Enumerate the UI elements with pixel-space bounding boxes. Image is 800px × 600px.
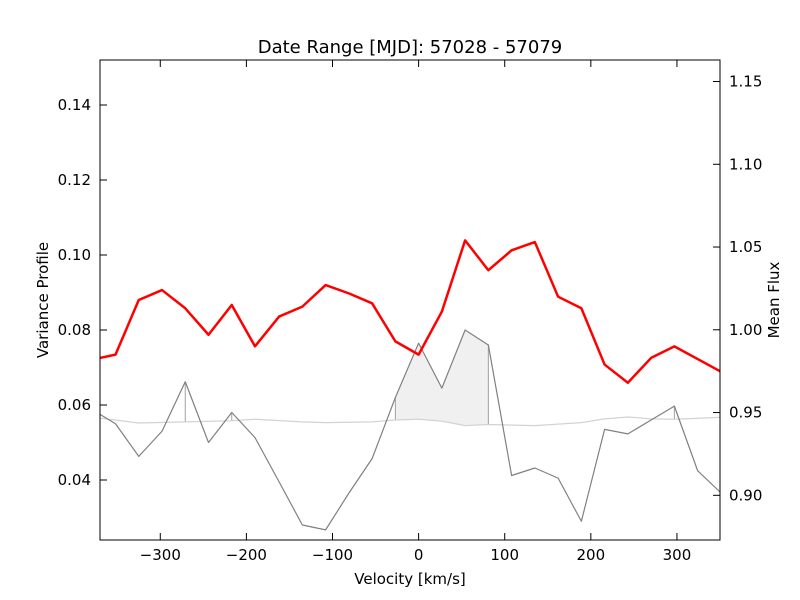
axes: −300 −200 −100 0 100 200 300 0.04 0.06 0.08 0.10 0.… — [58, 60, 762, 564]
x-tick-label: −300 — [140, 546, 181, 564]
y-left-tick-label: 0.12 — [58, 171, 91, 189]
x-tick-label: 200 — [577, 546, 606, 564]
y-right-tick-label: 1.05 — [729, 238, 762, 256]
series-mean-flux — [99, 239, 721, 385]
x-axis-label: Velocity [km/s] — [354, 570, 465, 588]
y-right-tick-label: 1.00 — [729, 321, 762, 339]
chart-title: Date Range [MJD]: 57028 - 57079 — [258, 37, 563, 58]
y-left-tick-label: 0.04 — [58, 471, 91, 489]
y-left-tick-label: 0.14 — [58, 96, 91, 114]
x-tick-label: −100 — [312, 546, 353, 564]
x-tick-label: −200 — [226, 546, 267, 564]
plot-frame — [99, 59, 721, 541]
y-axis-left-label: Variance Profile — [34, 242, 52, 358]
x-tick-label: 0 — [414, 546, 424, 564]
y-right-tick-label: 0.95 — [729, 404, 762, 422]
y-right-tick-label: 1.15 — [729, 73, 762, 91]
x-tick-label: 100 — [490, 546, 519, 564]
y-left-tick-label: 0.06 — [58, 396, 91, 414]
y-right-tick-label: 0.90 — [729, 486, 762, 504]
series-variance-mean — [99, 416, 721, 427]
series-variance-profile — [99, 329, 721, 531]
y-left-tick-label: 0.10 — [58, 246, 91, 264]
plot-area — [99, 239, 721, 531]
y-right-tick-label: 1.10 — [729, 155, 762, 173]
y-left-tick-label: 0.08 — [58, 321, 91, 339]
x-tick-label: 300 — [663, 546, 692, 564]
y-axis-right-label: Mean Flux — [765, 261, 783, 338]
